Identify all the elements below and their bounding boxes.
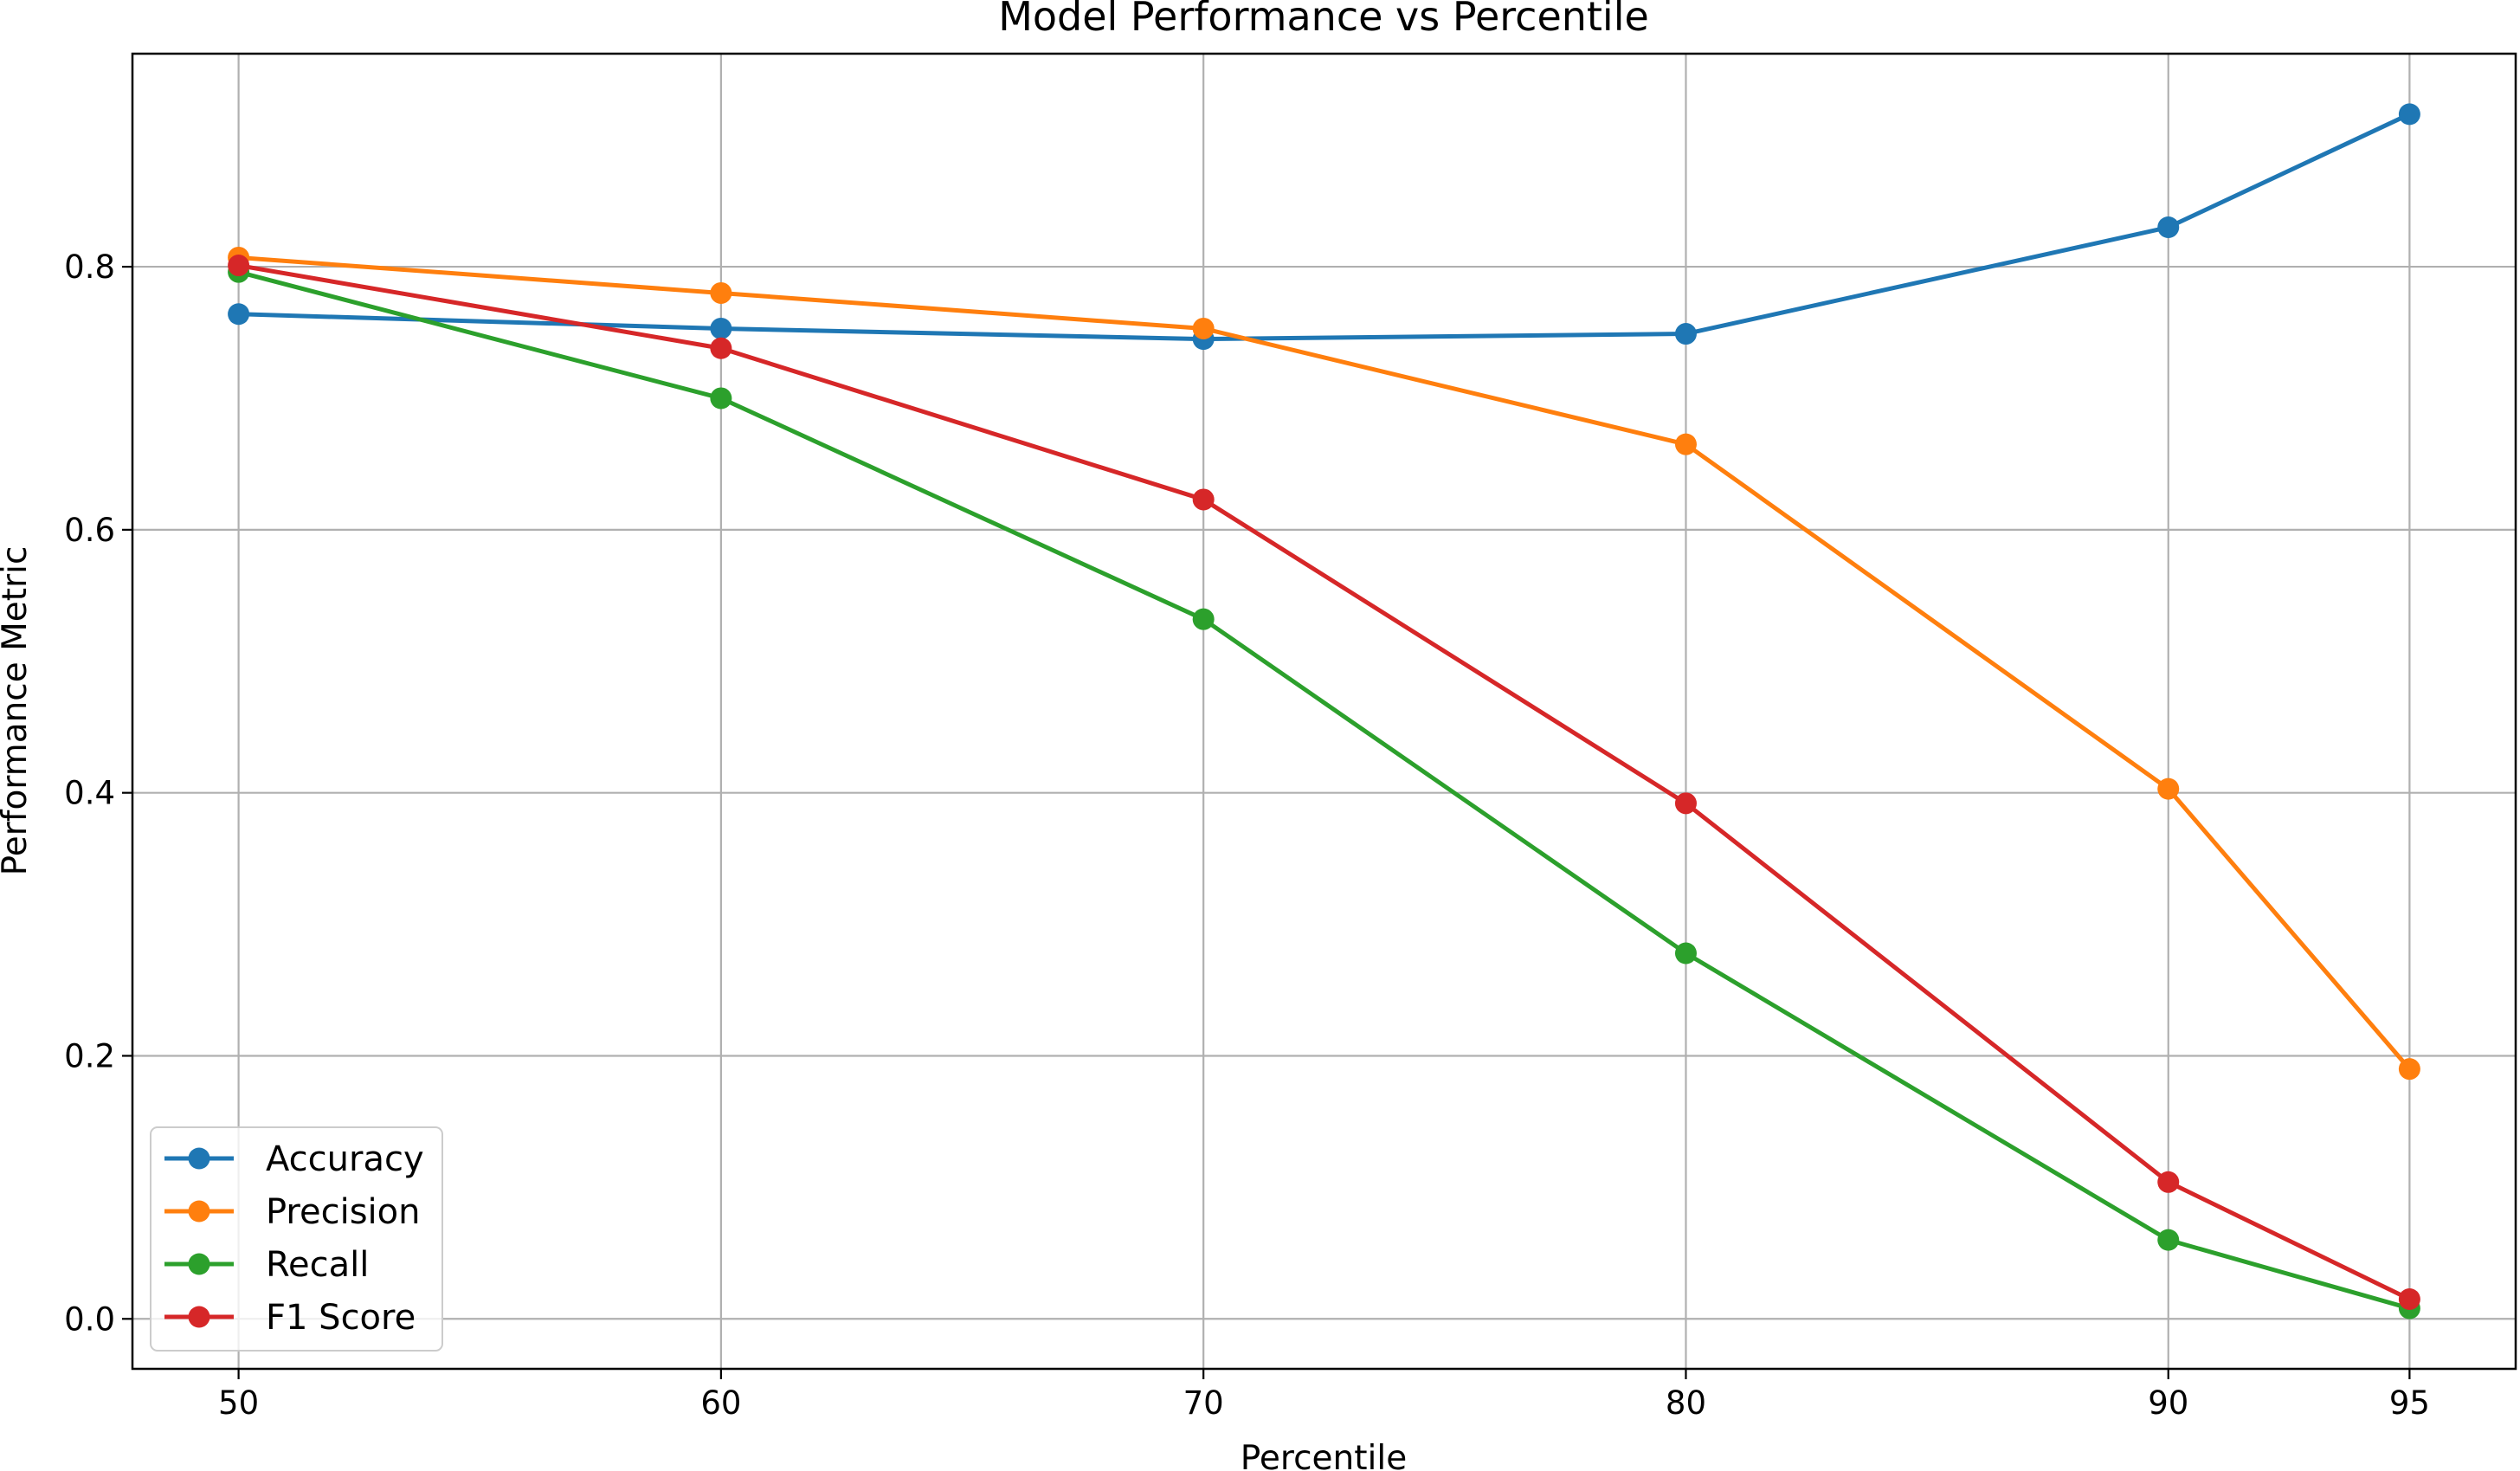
data-point-precision	[2157, 777, 2180, 800]
legend-frame	[150, 1126, 443, 1352]
data-point-precision	[2398, 1058, 2420, 1081]
legend-item-precision: Precision	[164, 1192, 420, 1232]
data-point-accuracy	[710, 317, 732, 339]
x-tick-label: 90	[2148, 1384, 2188, 1422]
chart-title: Model Performance vs Percentile	[998, 0, 1649, 40]
legend-label: F1 Score	[266, 1298, 416, 1338]
data-point-f1-score	[2398, 1287, 2420, 1310]
x-tick-label: 50	[218, 1384, 259, 1422]
y-tick-label: 0.0	[64, 1300, 115, 1338]
y-tick-label: 0.2	[64, 1037, 115, 1074]
data-point-f1-score	[2157, 1171, 2180, 1193]
data-point-accuracy	[228, 303, 250, 326]
legend-item-recall: Recall	[164, 1245, 369, 1285]
series-precision	[228, 246, 2420, 1081]
legend-swatch-marker	[188, 1147, 210, 1170]
y-axis-label: Performance Metric	[0, 546, 35, 876]
x-tick-label: 80	[1666, 1384, 1706, 1422]
series-lines	[228, 103, 2420, 1319]
y-tick-label: 0.6	[64, 512, 115, 549]
data-point-recall	[1192, 608, 1215, 630]
data-point-precision	[1674, 433, 1697, 455]
series-line-precision	[235, 255, 2413, 1073]
x-tick-label: 95	[2389, 1384, 2430, 1422]
data-point-accuracy	[2157, 216, 2180, 239]
plot-area-frame	[131, 52, 2517, 1371]
data-point-precision	[710, 281, 732, 304]
x-tick-label: 60	[700, 1384, 741, 1422]
data-point-accuracy	[1674, 323, 1697, 345]
series-line-accuracy	[236, 111, 2413, 342]
y-tick-label: 0.4	[64, 775, 115, 812]
data-point-recall	[710, 387, 732, 410]
legend-swatch-marker	[188, 1200, 210, 1223]
data-point-f1-score	[228, 255, 250, 277]
x-axis-label: Percentile	[1241, 1439, 1407, 1471]
legend: Accuracy Precision Recall F1 Score	[150, 1126, 443, 1352]
y-tick-label: 0.8	[64, 248, 115, 286]
series-f1-score	[228, 255, 2420, 1310]
data-point-recall	[2157, 1229, 2180, 1251]
series-line-recall	[235, 269, 2413, 1312]
legend-swatch-marker	[188, 1306, 210, 1328]
data-point-precision	[1192, 317, 1215, 339]
legend-label: Accuracy	[266, 1139, 424, 1179]
data-point-accuracy	[2398, 103, 2420, 126]
data-point-recall	[1674, 942, 1697, 965]
grid-lines	[132, 54, 2516, 1369]
data-point-f1-score	[1192, 488, 1215, 511]
series-recall	[228, 261, 2420, 1319]
data-point-f1-score	[1674, 792, 1697, 815]
legend-item-accuracy: Accuracy	[164, 1139, 424, 1179]
series-line-f1-score	[235, 262, 2413, 1302]
legend-label: Precision	[266, 1192, 420, 1232]
legend-swatch-marker	[188, 1253, 210, 1275]
legend-item-f1-score: F1 Score	[164, 1298, 416, 1338]
x-tick-label: 70	[1183, 1384, 1224, 1422]
axis-ticks: 50 60 70 80 90 95 0.0 0.2 0.4 0.6 0.8	[64, 248, 2430, 1422]
series-accuracy	[228, 103, 2420, 351]
legend-label: Recall	[266, 1245, 369, 1285]
data-point-f1-score	[710, 337, 732, 359]
